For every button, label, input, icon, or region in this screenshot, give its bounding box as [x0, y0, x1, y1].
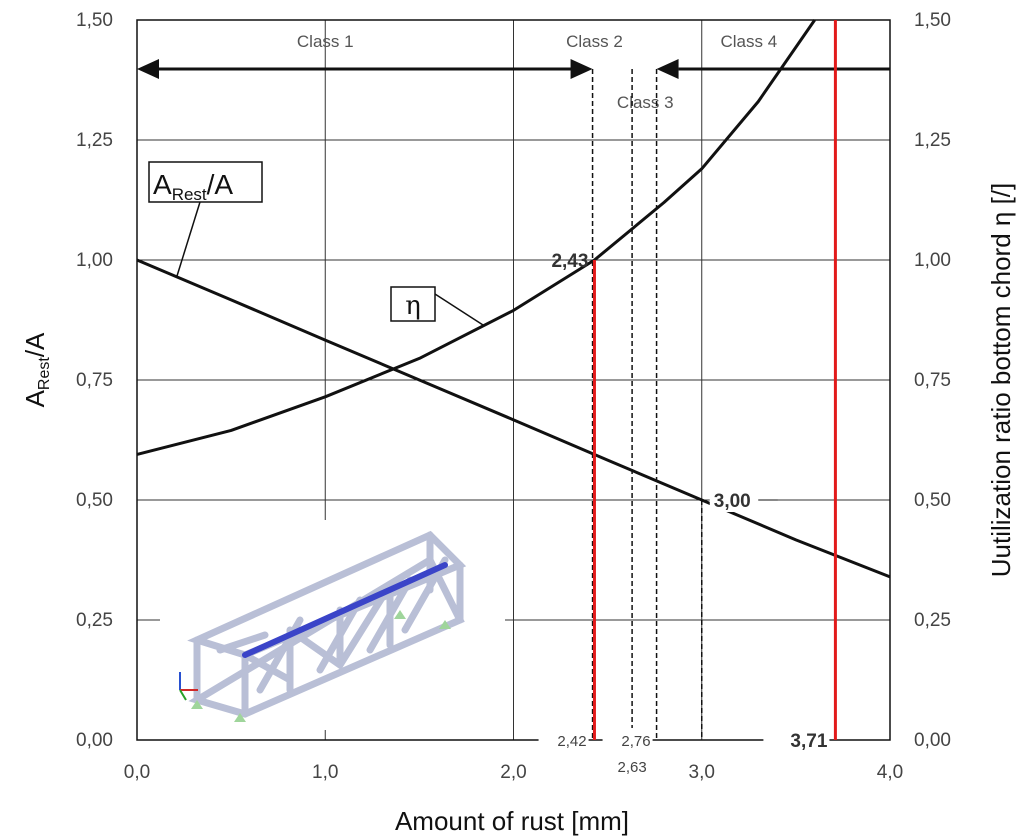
y-tick-label-left: 0,75 — [76, 370, 113, 391]
y-tick-label-right: 0,50 — [914, 490, 951, 511]
annotations: 2,42 2,63 2,76 3,71 2,43 3,00 — [538, 251, 830, 776]
y-tick-label-left: 0,25 — [76, 610, 113, 631]
series-line-eta — [136, 19, 816, 456]
y-axis-title-left: ARest/A — [20, 332, 53, 407]
eta-label: η — [405, 291, 421, 321]
class-region-label: Class 1 — [297, 32, 354, 51]
class-region-label: Class 2 — [566, 32, 623, 51]
x-tick-label: 4,0 — [877, 762, 903, 783]
class-region-label: Class 3 — [617, 93, 674, 112]
y-tick-label-right: 0,00 — [914, 730, 951, 751]
area-ratio-label: ARest/A — [153, 169, 233, 204]
x-tick-label: 1,0 — [312, 762, 338, 783]
annotation-background — [763, 728, 830, 752]
annotation-label: 3,71 — [790, 731, 827, 752]
grid-lines — [136, 19, 891, 741]
truss-model-image — [160, 520, 505, 730]
y-tick-label-right: 0,25 — [914, 610, 951, 631]
y-tick-label-left: 1,25 — [76, 130, 113, 151]
dashed-lines — [591, 69, 703, 740]
y-tick-label-right: 1,00 — [914, 250, 951, 271]
area-ratio-leader — [176, 201, 201, 277]
annotation-background — [538, 728, 589, 752]
y-tick-label-left: 1,50 — [76, 10, 113, 31]
eta-leader — [434, 293, 484, 326]
annotation-background — [709, 486, 774, 512]
x-tick-label: 3,0 — [689, 762, 715, 783]
x-axis-title: Amount of rust [mm] — [395, 806, 629, 836]
x-tick-label: 0,0 — [124, 762, 150, 783]
y-tick-label-right: 1,25 — [914, 130, 951, 151]
y-tick-label-right: 1,50 — [914, 10, 951, 31]
eta-label-box — [390, 286, 436, 322]
class-regions: Class 1 Class 2 Class 3 Class 4 — [137, 32, 890, 112]
series-line-area-ratio — [136, 258, 891, 579]
plot-frame — [136, 19, 891, 741]
tick-labels: 0,0 1,0 2,0 3,0 4,0 0,00 0,00 0,25 0,25 0,50 0,50 0… — [76, 10, 951, 783]
y-tick-label-left: 0,00 — [76, 730, 113, 751]
annotation-background — [602, 728, 653, 752]
class-1-arrow-head-left — [137, 59, 159, 79]
red-lines — [592, 20, 837, 740]
annotation-label: 2,42 — [557, 733, 586, 750]
annotation-label: 2,63 — [617, 759, 646, 776]
series — [136, 19, 891, 579]
annotation-label: 2,43 — [551, 251, 588, 272]
class-1-arrow-head-right — [570, 59, 593, 79]
class-4-arrow-head — [656, 59, 679, 79]
y-tick-label-left: 1,00 — [76, 250, 113, 271]
y-tick-label-left: 0,50 — [76, 490, 113, 511]
x-tick-label: 2,0 — [500, 762, 526, 783]
class-region-label: Class 4 — [720, 32, 777, 51]
y-axis-title-right: Uutilization ratio bottom chord η [/] — [986, 183, 1016, 578]
series-labels: ARest/A η — [148, 161, 484, 326]
y-tick-label-right: 0,75 — [914, 370, 951, 391]
annotation-label: 2,76 — [621, 733, 650, 750]
area-ratio-label-box — [148, 161, 263, 203]
annotation-label: 3,00 — [714, 491, 751, 512]
